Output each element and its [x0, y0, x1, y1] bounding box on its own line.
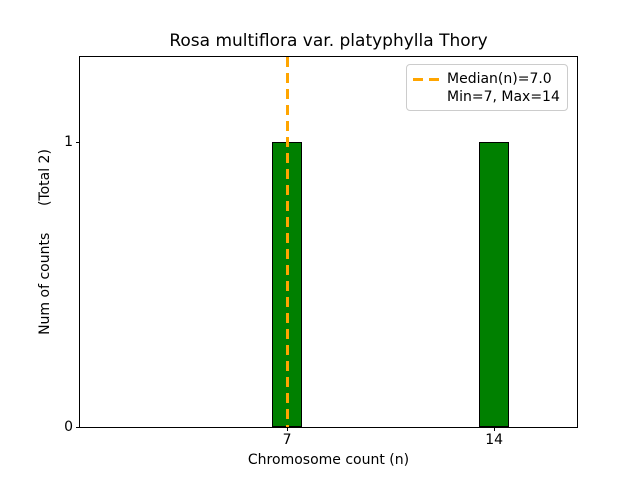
y-tick-mark [76, 141, 80, 143]
x-tick-label: 14 [485, 432, 504, 448]
x-tick-label: 7 [282, 432, 292, 448]
legend-row-minmax: Min=7, Max=14 [413, 88, 567, 106]
histogram-bar [479, 142, 509, 427]
y-tick-label: 1 [64, 134, 73, 151]
legend-empty-swatch [413, 96, 440, 99]
legend-label-minmax: Min=7, Max=14 [447, 89, 560, 105]
legend-row-median: Median(n)=7.0 [413, 70, 567, 88]
median-dashed-line-swatch [413, 77, 440, 81]
x-axis-label: Chromosome count (n) [247, 452, 410, 468]
plot-area: Median(n)=7.0 Min=7, Max=14 7 14 0 1 [64, 56, 578, 447]
x-tick-mark [286, 427, 288, 431]
chart-title: Rosa multiflora var. platyphylla Thory [169, 31, 488, 51]
x-tick-mark [493, 427, 495, 431]
y-tick-mark [76, 426, 80, 428]
legend-label-median: Median(n)=7.0 [447, 71, 552, 87]
y-tick-label: 0 [64, 419, 73, 435]
legend: Median(n)=7.0 Min=7, Max=14 [406, 64, 568, 111]
median-line [285, 57, 289, 427]
y-axis-label: Num of counts (Total 2) [37, 149, 53, 335]
